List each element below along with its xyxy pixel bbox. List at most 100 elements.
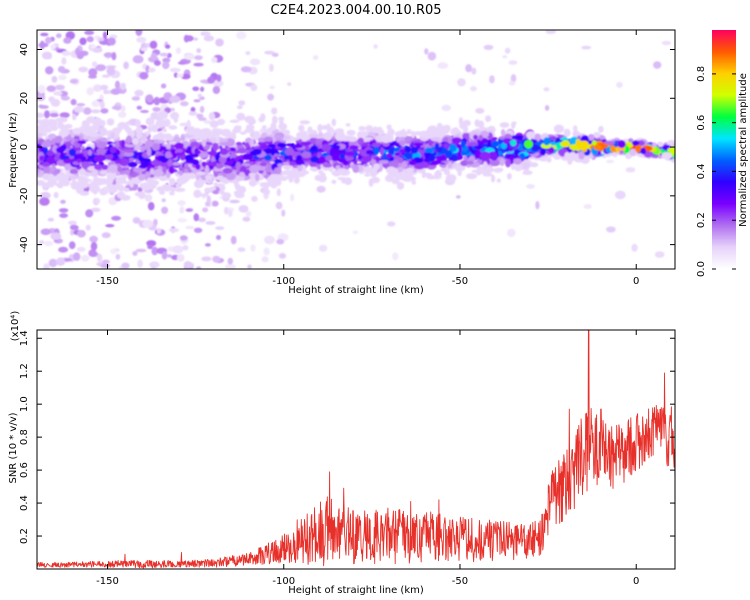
spectrogram-cell [276,188,281,197]
spectrogram-cell [170,144,175,150]
spectrogram-cell [267,143,276,148]
spectrogram-cell [92,47,103,53]
spectrogram-cell [549,136,558,141]
spectrogram-cell [394,152,400,156]
spectrogram-cell [396,182,405,190]
spectrogram-cell [77,140,87,145]
spectrogram-cell [165,135,174,141]
spectrogram-cell [587,134,595,141]
spectrogram-cell [45,36,52,44]
spectrogram-cell [490,174,496,183]
spectrogram-cell [301,135,309,142]
spectrogram-cell [213,79,224,88]
spectrogram-cell [84,30,95,35]
spectrogram-cell [631,243,638,252]
spectrogram-cell [162,128,167,133]
spectrogram-cell [193,189,202,198]
spectrogram-cell [568,151,577,160]
spectrogram-cell [279,118,284,127]
spectrogram-cell [167,254,172,258]
spectrogram-cell [94,164,103,170]
spectrogram-frame [36,29,676,270]
spectrogram-cell [128,157,135,162]
spectrogram-cell [165,44,171,49]
spectrogram-cell [91,61,98,68]
spectrogram-cell [59,213,68,219]
spectrogram-cell [68,241,76,250]
spectrogram-cell [90,241,98,251]
spectrogram-cell [58,129,70,137]
spectrogram-cell [175,47,181,54]
spectrogram-cell [205,175,213,180]
spectrogram-cell [410,131,416,139]
spectrogram-cell [284,148,295,156]
spectrogram-cell [103,89,109,95]
spectrogram-cell [124,148,136,153]
spectrogram-cell [108,184,119,194]
spectrogram-x-ticks: -150 -100 -50 0 [96,30,639,287]
spectrogram-cell [184,35,194,42]
spectrogram-cell [440,164,447,168]
spectrogram-cell [70,98,77,106]
spectrogram-cell [72,113,77,121]
spectrogram-cell [150,52,158,60]
spectrogram-cell [239,131,247,135]
spectrogram-cell [661,152,673,160]
spectrogram-cell [466,160,474,165]
spectrogram-cell [107,37,116,46]
spectrogram-cell [57,66,66,73]
spectrogram-cell [121,139,126,149]
spectrogram-cell [70,229,75,236]
spectrogram-cell [300,141,312,146]
spectrogram-cell [449,144,457,152]
spectrogram-cell [631,140,640,146]
spectrogram-cell [59,171,65,176]
spectrogram-cell [337,177,348,181]
spectrogram-cell [413,142,424,146]
spectrogram-cell [455,163,462,172]
spectrogram-cell [47,180,55,188]
spectrogram-cell [193,213,200,222]
spectrogram-cell [394,130,406,138]
spectrogram-cell [132,251,138,256]
spectrogram-cell [352,230,359,235]
spectrogram-cell [236,105,243,110]
spectrogram-cell [194,55,203,61]
spectrogram-cell [478,134,483,141]
colorbar-gradient [712,30,736,269]
spectrogram-cell [150,124,159,133]
spectrogram-cell [195,150,201,155]
spectrogram-cell [203,35,215,42]
spectrogram-cell [80,254,90,262]
snr-y-ticks: 0.2 0.4 0.6 0.8 1.0 1.2 1.4 [19,330,675,544]
spectrogram-cell [98,37,105,42]
snr-panel: -150 -100 -50 0 0.2 0.4 0.6 0.8 1.0 1.2 1.4 Heigh… [8,311,676,596]
spectrogram-cell [88,149,92,156]
spectrogram-cell [153,60,161,66]
spectrogram-cell [539,156,549,162]
spectrogram-cell [546,156,552,163]
spectrogram-cell [140,109,149,114]
spectrogram-cell [519,153,525,159]
spectrogram-cell [161,206,169,214]
spectrogram-cell [427,51,437,61]
spectrogram-cell [401,175,408,180]
spectrogram-cell [434,172,442,177]
spectrogram-cell [37,84,46,94]
spectrogram-cell [245,142,250,149]
spectrogram-cell [286,174,297,179]
spectrogram-cell [593,132,601,139]
spectrogram-cell [249,158,258,163]
spectrogram-panel: -150 -100 -50 0 -40 -20 0 20 40 Height of strai… [8,29,676,296]
spectrogram-cell [187,172,195,178]
spectrogram-cell [152,107,161,112]
spectrogram-cell [40,32,49,37]
spectrogram-cell [404,136,412,143]
spectrogram-cell [69,78,79,84]
spectrogram-cell [264,154,272,161]
spectrogram-cell [224,264,236,269]
spectrogram-cell [172,161,180,166]
spectrogram-cell [159,52,169,57]
spectrogram-cell [445,174,457,182]
spectrogram-cell [37,168,41,174]
